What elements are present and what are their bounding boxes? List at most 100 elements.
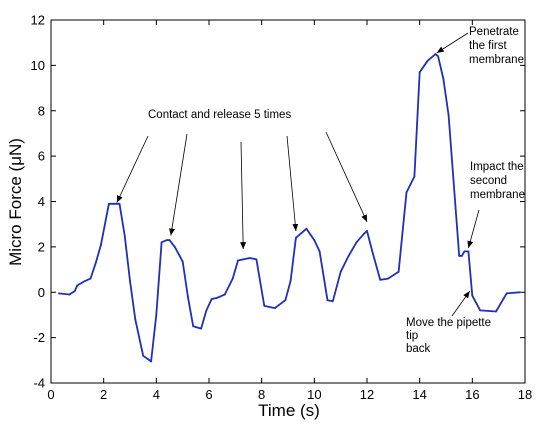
data-point — [313, 239, 316, 241]
x-tick-label: 6 — [205, 387, 212, 402]
data-point — [173, 245, 176, 248]
data-point — [115, 202, 118, 205]
annotation-arrow — [325, 131, 368, 223]
data-point — [300, 232, 303, 235]
y-tick-label: 2 — [38, 239, 45, 254]
data-point — [123, 234, 126, 237]
x-tick-label: 4 — [153, 387, 160, 402]
data-point — [187, 295, 189, 298]
data-point — [237, 259, 239, 262]
y-axis-ticks: -4 -2 0 2 4 6 8 10 12 — [31, 13, 525, 391]
data-point — [355, 241, 358, 244]
data-point — [242, 258, 245, 261]
annotation-arrow — [436, 32, 469, 54]
y-axis-title: Micro Force (μN) — [6, 138, 25, 266]
data-point — [210, 298, 213, 300]
data-point — [495, 310, 497, 313]
data-point — [371, 250, 374, 253]
annotation-text: the first — [469, 40, 508, 52]
data-point — [160, 241, 163, 244]
data-point — [479, 309, 482, 312]
data-point — [216, 297, 218, 299]
data-point — [458, 255, 461, 257]
data-point — [460, 255, 463, 257]
y-tick-label: -4 — [33, 376, 45, 391]
x-tick-label: 14 — [412, 387, 426, 402]
data-point — [363, 232, 366, 235]
data-point — [442, 78, 445, 80]
data-point — [339, 270, 342, 273]
data-point — [273, 307, 276, 310]
data-point — [73, 290, 76, 293]
data-point — [318, 250, 321, 253]
data-point — [505, 292, 508, 295]
data-point — [295, 236, 297, 239]
data-point — [150, 360, 152, 363]
data-point — [68, 293, 71, 296]
data-point — [426, 59, 429, 62]
data-point — [58, 292, 60, 295]
annotation-text: tip — [406, 330, 418, 342]
data-point — [113, 202, 116, 205]
data-point — [247, 257, 250, 260]
y-tick-label: 4 — [38, 194, 45, 209]
annotation-text: Penetrate — [469, 26, 519, 38]
plot-area — [50, 19, 526, 384]
y-tick-label: 10 — [31, 58, 45, 73]
data-point — [434, 53, 437, 55]
x-axis-title: Time (s) — [258, 401, 320, 420]
x-tick-label: 0 — [47, 387, 54, 402]
data-point — [205, 309, 208, 312]
y-tick-label: -2 — [33, 330, 45, 345]
data-layer — [58, 53, 521, 363]
annotation-text: Contact and release 5 times — [148, 109, 291, 121]
data-point — [397, 270, 400, 273]
data-point — [387, 277, 389, 280]
x-tick-label: 16 — [465, 387, 479, 402]
data-point — [347, 255, 350, 257]
data-point — [413, 175, 416, 178]
x-axis-ticks: 0 2 4 6 8 10 12 14 16 18 — [47, 20, 532, 402]
data-point — [331, 300, 334, 303]
data-point — [223, 293, 226, 296]
data-point — [463, 250, 466, 253]
data-point — [84, 280, 87, 282]
annotation-text: Impact the — [470, 161, 524, 173]
data-point — [255, 258, 258, 261]
y-tick-label: 12 — [31, 13, 45, 28]
x-tick-label: 12 — [360, 387, 374, 402]
x-tick-label: 2 — [100, 387, 107, 402]
x-tick-label: 10 — [307, 387, 321, 402]
annotation-arrow — [451, 290, 471, 317]
data-point — [129, 280, 131, 282]
annotation-arrow — [467, 209, 480, 249]
data-point — [326, 299, 329, 302]
data-point — [94, 261, 97, 264]
data-point — [168, 239, 171, 241]
annotation-text: membrane — [470, 189, 525, 201]
annotation-text: membrane — [469, 54, 524, 66]
annotations: Contact and release 5 times Penetrate the … — [116, 26, 525, 355]
data-point — [379, 278, 382, 281]
annotation-arrow — [286, 135, 299, 232]
data-point — [250, 257, 253, 260]
data-point — [231, 277, 234, 280]
annotation-arrow — [168, 133, 188, 236]
data-point — [289, 280, 292, 282]
annotation-text: second — [470, 175, 507, 187]
data-point — [305, 227, 308, 230]
data-point — [155, 314, 158, 316]
data-point — [100, 243, 102, 246]
data-point — [165, 239, 168, 241]
data-point — [118, 202, 121, 205]
data-point — [518, 291, 521, 294]
x-tick-label: 8 — [258, 387, 265, 402]
data-point — [447, 114, 450, 117]
data-point — [108, 202, 110, 205]
data-point — [76, 284, 79, 287]
data-point — [263, 304, 266, 307]
data-point — [200, 327, 203, 330]
y-tick-label: 0 — [38, 285, 45, 300]
annotation-arrow — [240, 141, 247, 250]
